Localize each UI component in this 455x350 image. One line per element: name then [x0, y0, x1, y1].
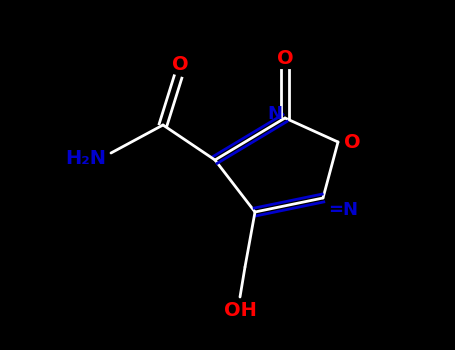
Text: =N: =N: [328, 201, 358, 219]
Text: H₂N: H₂N: [66, 148, 106, 168]
Text: O: O: [344, 133, 360, 152]
Text: OH: OH: [223, 301, 257, 321]
Text: O: O: [172, 56, 188, 75]
Text: O: O: [277, 49, 293, 68]
Text: N: N: [268, 105, 283, 123]
